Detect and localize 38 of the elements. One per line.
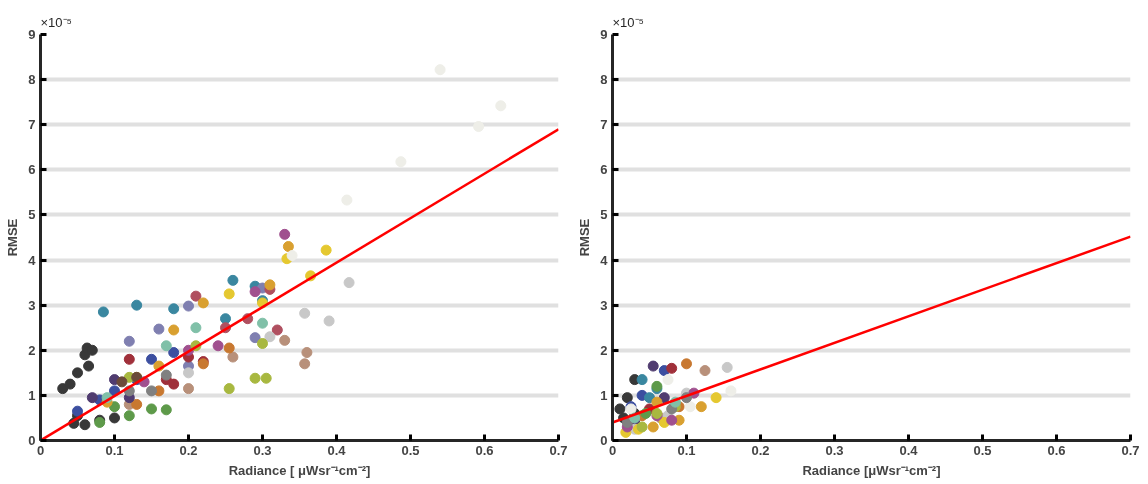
x-tick-label: 0.5: [973, 442, 992, 458]
y-tick-label: 9: [600, 27, 608, 42]
x-tick-label: 0.1: [105, 442, 124, 458]
text: ×10⁻⁵: [40, 14, 72, 30]
y-tick-label: 9: [28, 27, 36, 42]
y-tick-label: 4: [600, 252, 609, 268]
text: ×10⁻⁵: [612, 14, 644, 30]
x-tick-label: 0.3: [253, 442, 272, 458]
y-tick-label: 8: [28, 72, 36, 88]
x-tick-label: 0.3: [825, 442, 844, 458]
y-tick-label: 6: [28, 162, 36, 178]
x-tick-label: 0.4: [327, 442, 347, 458]
x-tick-label: 0.2: [751, 442, 770, 458]
x-tick-label: 0.4: [899, 442, 919, 458]
y-axis-title: RMSE: [577, 218, 593, 257]
y-tick-label: 5: [28, 207, 36, 223]
x-tick-label: 0.2: [179, 442, 198, 458]
y-tick-label: 8: [600, 72, 608, 88]
x-axis-title: Radiance [ μWsr⁻¹cm⁻²]: [228, 462, 371, 478]
y-tick-label: 2: [28, 342, 36, 358]
y-axis-title: RMSE: [5, 218, 21, 257]
y-tick-label: 1: [28, 387, 36, 403]
x-tick-label: 0.7: [549, 442, 568, 458]
x-tick-label: 0.7: [1121, 442, 1140, 458]
x-axis-title: Radiance [μWsr⁻¹cm⁻²]: [802, 462, 941, 478]
x-tick-label: 0.6: [1047, 442, 1066, 458]
y-tick-label: 7: [600, 117, 608, 133]
y-tick-label: 5: [600, 207, 608, 223]
y-tick-label: 6: [600, 162, 608, 178]
y-tick-label: 3: [600, 297, 608, 313]
y-tick-label: 3: [28, 297, 36, 313]
x-tick-label: 0.1: [677, 442, 696, 458]
y-tick-label: 1: [600, 387, 608, 403]
y-tick-label: 2: [600, 342, 608, 358]
x-tick-label: 0.6: [475, 442, 494, 458]
x-tick-label: 0.5: [401, 442, 420, 458]
y-tick-label: 7: [28, 117, 36, 133]
y-tick-label: 4: [28, 252, 37, 268]
